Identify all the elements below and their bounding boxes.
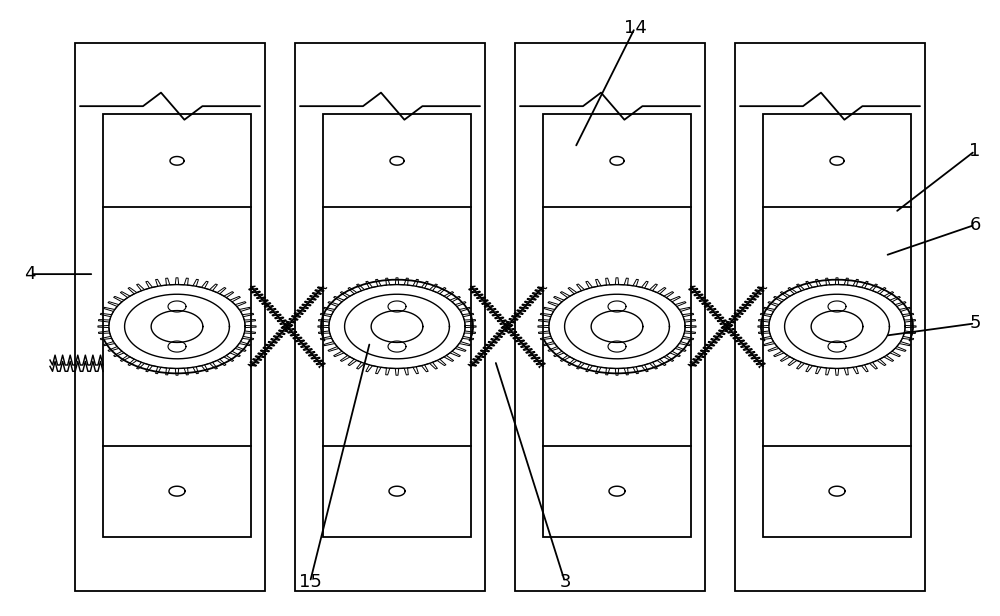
Bar <box>295 43 485 591</box>
Text: 5: 5 <box>969 314 981 333</box>
Bar <box>323 115 471 537</box>
Bar <box>763 115 911 537</box>
Text: 4: 4 <box>24 265 36 283</box>
Text: 15: 15 <box>299 573 321 591</box>
Text: 3: 3 <box>559 573 571 591</box>
Text: 6: 6 <box>969 216 981 234</box>
Bar <box>543 115 691 537</box>
Bar <box>515 43 705 591</box>
Text: 14: 14 <box>624 18 646 37</box>
Text: 1: 1 <box>969 142 981 160</box>
Bar <box>75 43 265 591</box>
Bar <box>735 43 925 591</box>
Bar <box>103 115 251 537</box>
